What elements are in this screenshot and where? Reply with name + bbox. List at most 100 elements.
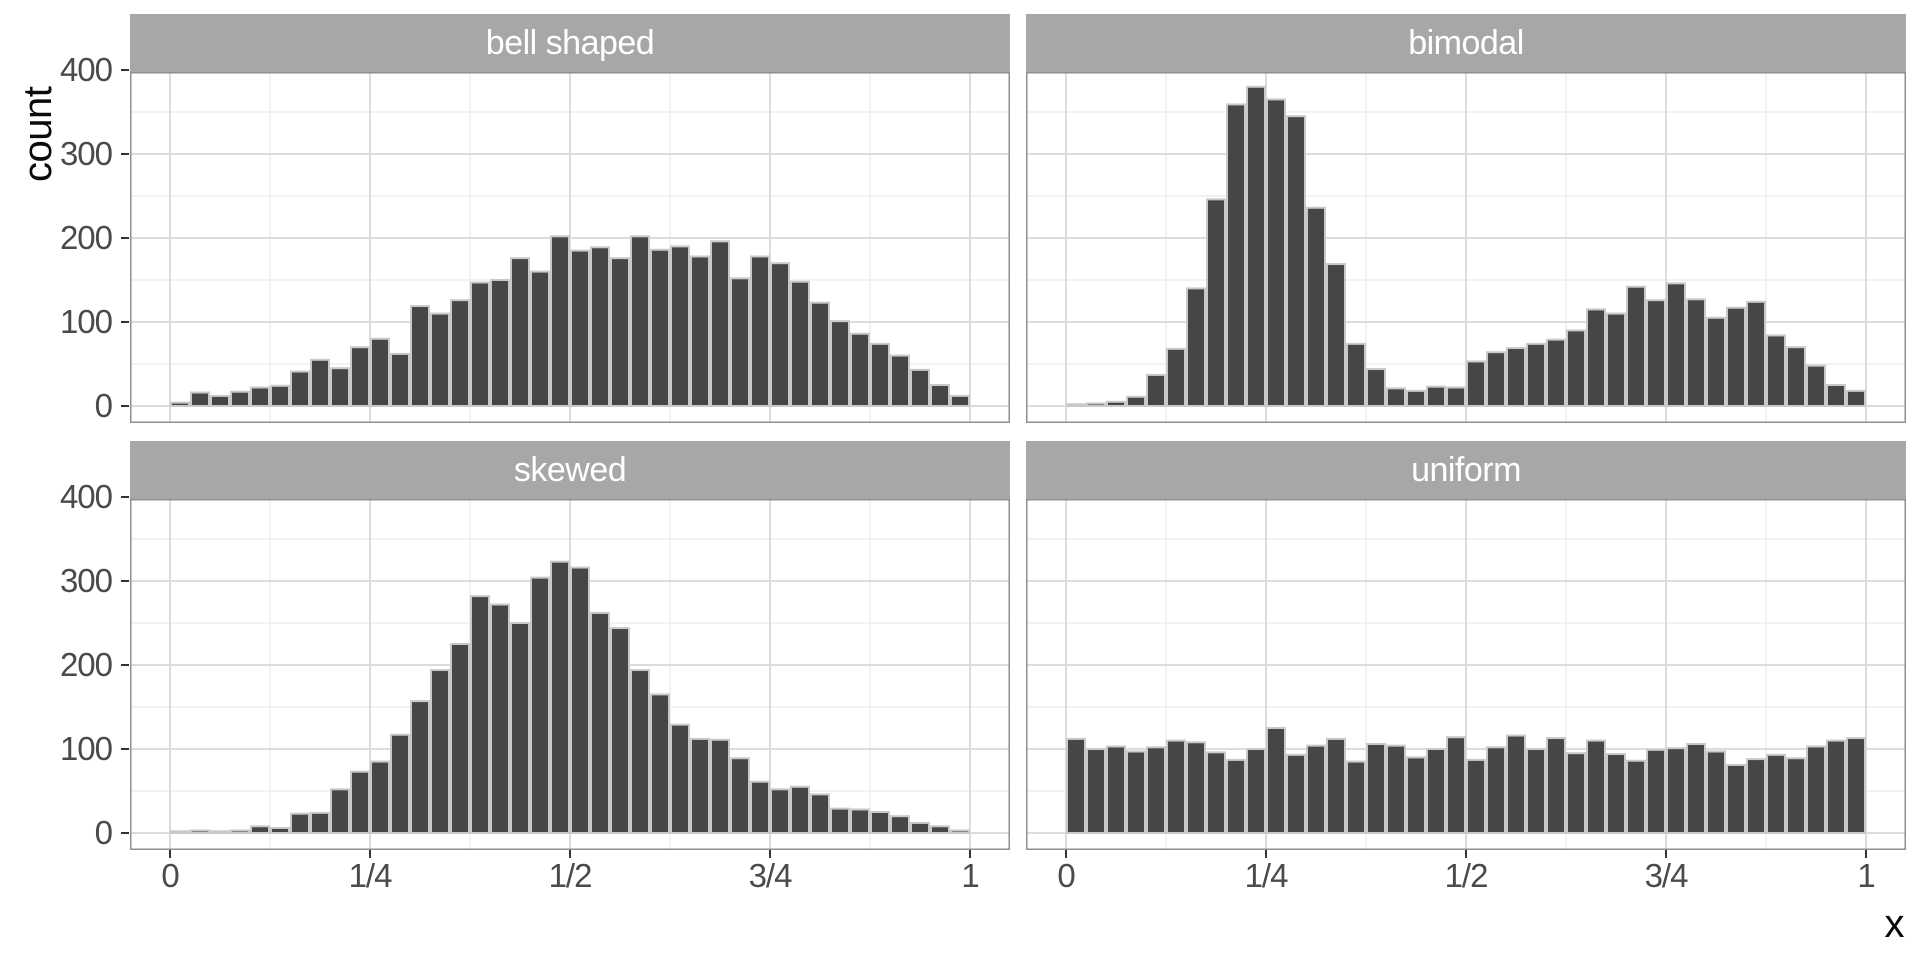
histogram-bar — [1066, 737, 1086, 834]
histogram-bar — [1266, 727, 1286, 834]
histogram-bar — [1246, 748, 1266, 834]
histogram-bar — [1666, 747, 1686, 834]
histogram-bar — [1586, 308, 1606, 407]
histogram-bar — [1586, 739, 1606, 835]
histogram-bar — [1806, 745, 1826, 834]
facet-strip-bell-shaped: bell shaped — [130, 14, 1010, 72]
histogram-bar — [1386, 744, 1406, 834]
facet-strip-uniform: uniform — [1026, 441, 1906, 499]
histogram-bar — [670, 723, 690, 834]
y-tick-mark — [121, 580, 129, 582]
x-tick-label: 1/4 — [348, 857, 393, 894]
histogram-bar — [270, 826, 290, 834]
histogram-bar — [1486, 351, 1506, 407]
histogram-bar — [930, 825, 950, 834]
histogram-bar — [1766, 753, 1786, 835]
histogram-bar — [650, 693, 670, 834]
histogram-bar — [250, 825, 270, 834]
histogram-bar — [530, 270, 550, 407]
histogram-bar — [1366, 742, 1386, 835]
y-tick-label: 0 — [94, 387, 113, 424]
x-tick-label: 1/2 — [1444, 857, 1489, 894]
histogram-bar — [950, 394, 970, 408]
histogram-bar — [1326, 263, 1346, 407]
histogram-bar — [490, 279, 510, 407]
x-axis-title: x — [1884, 902, 1905, 946]
histogram-bar — [1086, 402, 1106, 408]
y-tick-mark — [121, 69, 129, 71]
bars-group — [1066, 85, 1866, 408]
histogram-bar — [1726, 306, 1746, 407]
histogram-bar — [1326, 737, 1346, 834]
histogram-bar — [910, 821, 930, 835]
histogram-bar — [1466, 758, 1486, 835]
histogram-bar — [470, 281, 490, 408]
histogram-bar — [1766, 334, 1786, 407]
histogram-bar — [1606, 753, 1626, 834]
x-tick-mark — [1665, 850, 1667, 858]
bars-group — [170, 235, 970, 408]
histogram-bar — [1126, 750, 1146, 835]
histogram-bar — [1406, 389, 1426, 408]
histogram-bar — [1266, 98, 1286, 408]
histogram-bar — [430, 312, 450, 408]
histogram-bar — [850, 332, 870, 408]
histogram-bar — [630, 235, 650, 407]
histogram-bar — [1126, 395, 1146, 408]
x-tick-mark — [969, 850, 971, 858]
histogram-bar — [1566, 329, 1586, 407]
x-tick-label: 1 — [961, 857, 979, 894]
histogram-bar — [1746, 300, 1766, 407]
histogram-panel-skewed — [130, 499, 1010, 850]
histogram-bar — [1366, 368, 1386, 408]
histogram-panel-bell-shaped — [130, 72, 1010, 423]
histogram-bar — [1786, 346, 1806, 408]
histogram-bar — [270, 384, 290, 407]
histogram-bar — [1206, 198, 1226, 407]
histogram-bar — [350, 770, 370, 834]
histogram-bar — [230, 829, 250, 835]
histogram-bar — [870, 342, 890, 407]
histogram-bar — [750, 780, 770, 835]
histogram-bar — [1406, 756, 1426, 834]
histogram-bar — [610, 627, 630, 834]
histogram-bar — [1726, 763, 1746, 834]
facet-strip-label: uniform — [1411, 450, 1521, 489]
histogram-bar — [230, 390, 250, 408]
x-tick-label: 1 — [1857, 857, 1875, 894]
histogram-bar — [470, 595, 490, 835]
histogram-bar — [1686, 298, 1706, 408]
histogram-bar — [1546, 737, 1566, 834]
histogram-bar — [710, 738, 730, 834]
histogram-bar — [570, 249, 590, 407]
y-tick-mark — [121, 405, 129, 407]
histogram-bar — [810, 793, 830, 834]
histogram-bar — [1166, 739, 1186, 835]
histogram-bar — [890, 815, 910, 835]
histogram-bar — [1666, 282, 1686, 407]
x-tick-mark — [1865, 850, 1867, 858]
histogram-bar — [370, 760, 390, 835]
x-tick-mark — [1065, 850, 1067, 858]
histogram-bar — [710, 240, 730, 407]
histogram-bar — [830, 320, 850, 407]
histogram-bar — [1606, 312, 1626, 408]
x-tick-mark — [569, 850, 571, 858]
histogram-bar — [1806, 364, 1826, 407]
histogram-bar — [410, 305, 430, 407]
y-tick-label: 200 — [59, 219, 113, 256]
histogram-bar — [510, 622, 530, 834]
x-tick-mark — [1465, 850, 1467, 858]
histogram-bar — [1346, 760, 1366, 835]
histogram-bar — [190, 829, 210, 835]
x-tick-label: 0 — [1057, 857, 1075, 894]
histogram-bar — [570, 566, 590, 834]
y-tick-label: 100 — [59, 730, 113, 767]
histogram-bar — [510, 257, 530, 407]
histogram-bar — [1146, 746, 1166, 835]
y-tick-label: 300 — [59, 135, 113, 172]
histogram-bar — [390, 352, 410, 408]
histogram-bar — [650, 248, 670, 407]
y-tick-mark — [121, 321, 129, 323]
y-tick-mark — [121, 832, 129, 834]
